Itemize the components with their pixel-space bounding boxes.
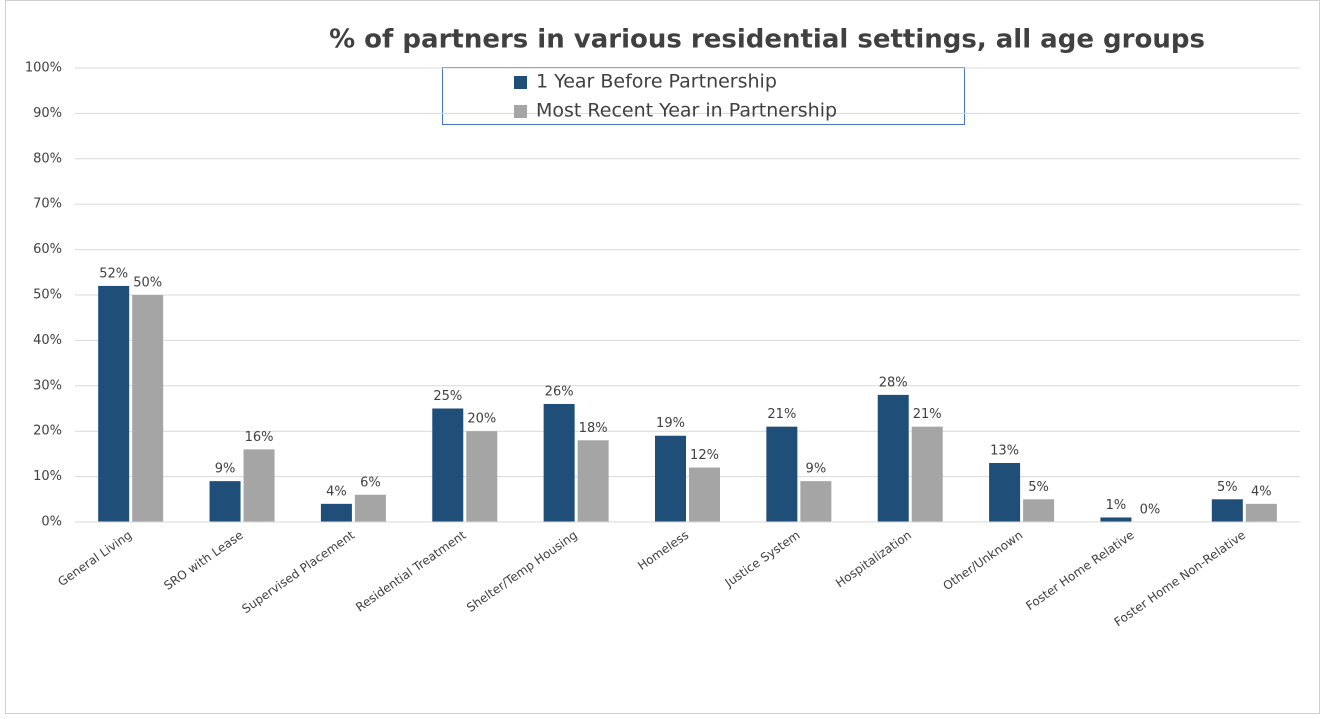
y-tick-label: 20% — [33, 424, 62, 439]
bar — [911, 426, 943, 522]
data-label: 50% — [133, 276, 162, 291]
legend-swatch — [514, 105, 527, 118]
chart-title: % of partners in various residential set… — [329, 25, 1205, 55]
bar — [1100, 517, 1132, 522]
bar — [432, 408, 464, 522]
bar — [689, 467, 720, 522]
data-label: 5% — [1217, 480, 1238, 495]
data-label: 16% — [245, 430, 274, 445]
data-label: 0% — [1140, 503, 1161, 518]
y-tick-label: 80% — [33, 151, 62, 166]
bar — [1245, 503, 1277, 522]
data-label: 21% — [913, 407, 942, 422]
bar — [577, 440, 609, 522]
bar — [1211, 499, 1243, 522]
data-label: 19% — [656, 416, 685, 431]
legend-swatch — [514, 76, 527, 89]
y-tick-label: 0% — [41, 515, 62, 530]
y-tick-label: 70% — [33, 197, 62, 212]
bar — [766, 426, 798, 522]
bar — [354, 494, 386, 522]
data-label: 25% — [433, 389, 462, 404]
y-tick-label: 40% — [33, 333, 62, 348]
legend-box — [442, 67, 965, 125]
data-label: 4% — [1251, 484, 1272, 499]
data-label: 12% — [690, 448, 719, 463]
data-label: 1% — [1106, 498, 1127, 513]
data-label: 4% — [326, 484, 347, 499]
bar — [132, 295, 164, 522]
data-label: 28% — [879, 375, 908, 390]
bar — [98, 285, 130, 522]
y-tick-label: 10% — [33, 469, 62, 484]
data-label: 20% — [467, 412, 496, 427]
data-label: 6% — [360, 475, 381, 490]
bar — [877, 394, 909, 522]
bar — [243, 449, 275, 522]
bar — [320, 503, 352, 522]
bar — [655, 435, 686, 522]
legend-label: Most Recent Year in Partnership — [536, 100, 837, 122]
data-label: 26% — [545, 384, 574, 399]
y-tick-label: 60% — [33, 242, 62, 257]
y-tick-label: 30% — [33, 378, 62, 393]
bar — [543, 403, 575, 522]
data-label: 9% — [806, 462, 827, 477]
data-label: 9% — [215, 462, 236, 477]
data-label: 5% — [1028, 480, 1049, 495]
data-label: 13% — [990, 443, 1019, 458]
bar — [209, 481, 241, 522]
bar — [1023, 499, 1055, 522]
legend-label: 1 Year Before Partnership — [536, 71, 777, 93]
data-label: 18% — [579, 421, 608, 436]
bar — [989, 462, 1021, 522]
y-tick-label: 90% — [33, 106, 62, 121]
y-tick-label: 100% — [25, 61, 62, 76]
bar — [800, 481, 832, 522]
bar — [466, 431, 498, 522]
data-label: 52% — [99, 266, 128, 281]
y-tick-label: 50% — [33, 288, 62, 303]
data-label: 21% — [767, 407, 796, 422]
